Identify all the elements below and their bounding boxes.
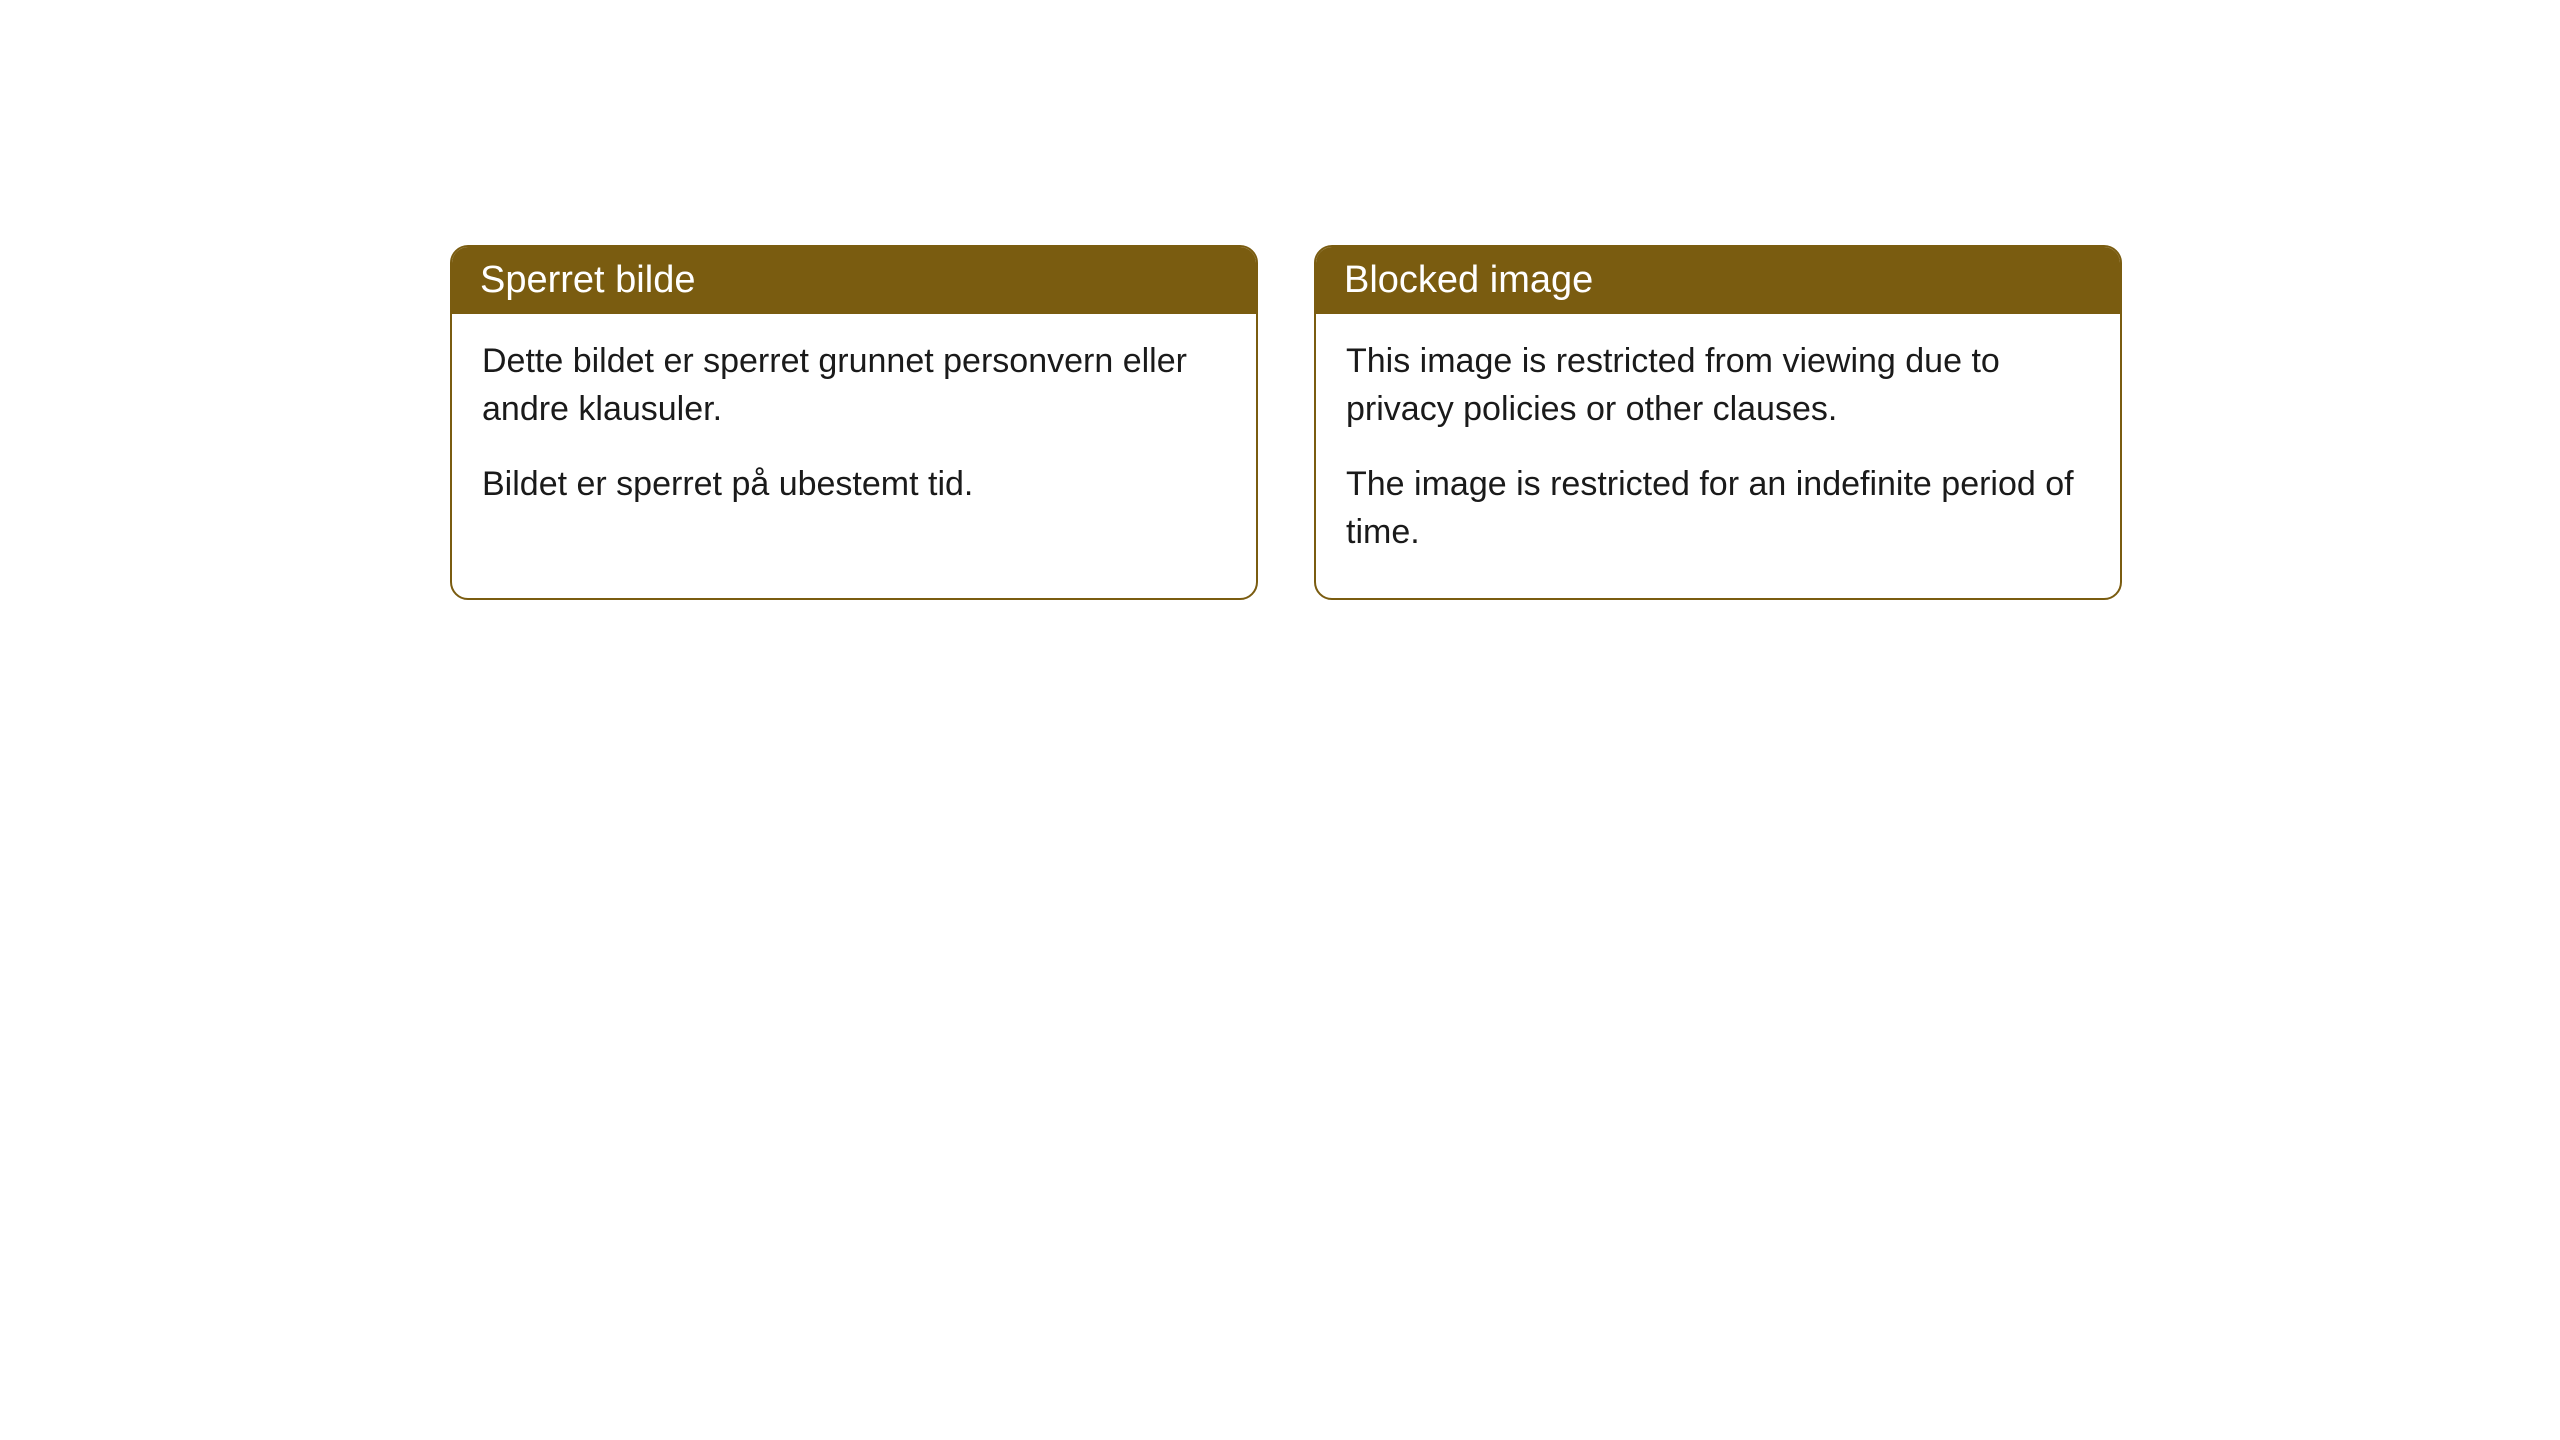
card-header: Sperret bilde [452,247,1256,314]
card-body: This image is restricted from viewing du… [1316,314,2120,598]
card-body: Dette bildet er sperret grunnet personve… [452,314,1256,551]
blocked-image-card-en: Blocked image This image is restricted f… [1314,245,2122,600]
notice-cards-container: Sperret bilde Dette bildet er sperret gr… [450,245,2122,600]
card-paragraph: Dette bildet er sperret grunnet personve… [482,338,1226,433]
card-paragraph: The image is restricted for an indefinit… [1346,461,2090,556]
card-title: Blocked image [1344,259,1593,301]
card-header: Blocked image [1316,247,2120,314]
card-paragraph: This image is restricted from viewing du… [1346,338,2090,433]
blocked-image-card-no: Sperret bilde Dette bildet er sperret gr… [450,245,1258,600]
card-paragraph: Bildet er sperret på ubestemt tid. [482,461,1226,509]
card-title: Sperret bilde [480,259,695,301]
